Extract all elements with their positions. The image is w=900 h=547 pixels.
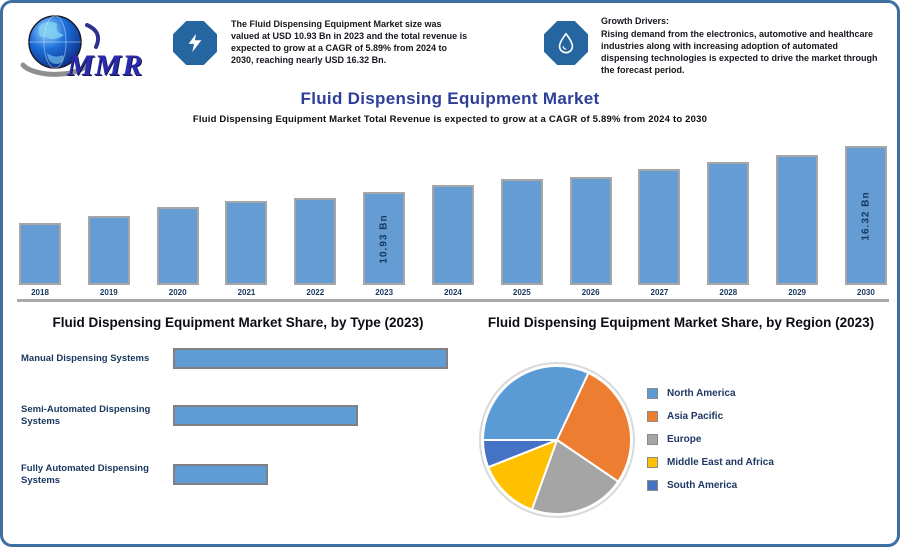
oil-drop-icon-badge xyxy=(544,21,588,65)
bar-year-label: 2027 xyxy=(650,288,669,297)
legend-swatch xyxy=(647,480,658,491)
bar-column: 16.32 Bn 2030 xyxy=(844,146,887,297)
title-block: Fluid Dispensing Equipment Market Fluid … xyxy=(3,89,897,125)
growth-drivers-body: Rising demand from the electronics, auto… xyxy=(601,28,878,75)
hbar-label: Fully Automated Dispensing Systems xyxy=(21,462,149,486)
hbar xyxy=(173,348,448,369)
hbar-row: Semi-Automated Dispensing Systems xyxy=(17,404,459,428)
legend-item: North America xyxy=(647,382,774,405)
revenue-bar-2022 xyxy=(294,198,337,285)
bar-year-label: 2021 xyxy=(237,288,256,297)
right-section-title: Fluid Dispensing Equipment Market Share,… xyxy=(487,315,875,330)
bar-column: 2018 xyxy=(19,223,61,297)
bar-year-label: 2030 xyxy=(857,288,875,297)
bar-year-label: 2026 xyxy=(581,288,600,297)
lightning-icon xyxy=(188,33,202,53)
oil-drop-icon xyxy=(558,32,574,54)
mmr-logo-text: MMR xyxy=(67,49,144,82)
bar-year-label: 2029 xyxy=(788,288,806,297)
market-summary-text: The Fluid Dispensing Equipment Market si… xyxy=(231,19,468,65)
revenue-bar-2018 xyxy=(19,223,61,285)
bar-value-label: 10.93 Bn xyxy=(378,213,390,264)
region-section: Fluid Dispensing Equipment Market Share,… xyxy=(471,315,891,525)
mmr-logo: MMR xyxy=(17,9,147,87)
hbar-track xyxy=(173,348,459,369)
revenue-bar-2023: 10.93 Bn xyxy=(363,192,406,285)
type-section: Fluid Dispensing Equipment Market Share,… xyxy=(17,315,459,522)
bar-year-label: 2024 xyxy=(444,288,462,297)
x-axis-line xyxy=(17,299,889,302)
pie-legend: North America Asia Pacific Europe Middle Ea… xyxy=(647,382,774,497)
pie-wrap: North America Asia Pacific Europe Middle Ea… xyxy=(471,330,891,525)
legend-label: South America xyxy=(667,480,738,491)
bar-column: 2020 xyxy=(156,207,199,297)
left-section-title: Fluid Dispensing Equipment Market Share,… xyxy=(52,315,424,330)
revenue-bar-2025 xyxy=(500,179,543,285)
bar-year-label: 2018 xyxy=(31,288,49,297)
bar-year-label: 2028 xyxy=(719,288,738,297)
bar-year-label: 2022 xyxy=(306,288,325,297)
bar-column: 10.93 Bn 2023 xyxy=(363,192,406,297)
legend-item: Europe xyxy=(647,428,774,451)
bar-column: 2025 xyxy=(500,179,543,297)
pie-slice-asia-pacific xyxy=(555,371,633,483)
bar-column: 2026 xyxy=(569,177,612,297)
bar-column: 2029 xyxy=(776,155,819,297)
bar-column: 2021 xyxy=(225,201,268,297)
legend-item: South America xyxy=(647,474,774,497)
revenue-bar-2030: 16.32 Bn xyxy=(844,146,887,285)
hbar-label: Manual Dispensing Systems xyxy=(21,352,150,364)
bar-column: 2019 xyxy=(87,216,130,297)
pie-outline xyxy=(479,362,635,518)
page-subtitle: Fluid Dispensing Equipment Market Total … xyxy=(192,114,708,125)
bar-column: 2022 xyxy=(294,198,337,297)
pie-slice-europe xyxy=(530,438,620,515)
growth-drivers-text: Growth Drivers: Rising demand from the e… xyxy=(601,16,885,76)
bar-year-label: 2019 xyxy=(99,288,118,297)
legend-swatch xyxy=(647,434,658,445)
hbar xyxy=(173,464,268,486)
growth-drivers-heading: Growth Drivers: xyxy=(601,16,670,26)
hbar xyxy=(173,405,358,427)
region-pie-chart xyxy=(479,362,635,518)
revenue-bar-2029 xyxy=(776,155,819,285)
bar-year-label: 2025 xyxy=(512,288,531,297)
revenue-bar-2024 xyxy=(431,185,474,285)
legend-item: Asia Pacific xyxy=(647,405,774,428)
revenue-bar-2028 xyxy=(707,162,750,285)
pie-slice-north-america xyxy=(481,365,590,441)
hbar-label: Semi-Automated Dispensing Systems xyxy=(21,404,151,427)
revenue-bar-2026 xyxy=(569,177,612,285)
legend-label: Europe xyxy=(667,434,702,445)
revenue-bar-2027 xyxy=(638,169,681,285)
lightning-icon-badge xyxy=(173,21,217,65)
bar-value-label: 16.32 Bn xyxy=(860,190,872,241)
legend-label: Middle East and Africa xyxy=(667,457,774,468)
revenue-bar-2019 xyxy=(87,216,130,285)
page-title: Fluid Dispensing Equipment Market xyxy=(300,89,600,108)
legend-swatch xyxy=(647,411,658,422)
revenue-bar-2020 xyxy=(156,207,199,285)
revenue-bar-2021 xyxy=(225,201,268,285)
globe-icon xyxy=(20,15,101,77)
pie-slice-south-america xyxy=(481,439,558,469)
legend-label: North America xyxy=(667,388,736,399)
hbar-row: Manual Dispensing Systems xyxy=(17,348,459,369)
hbar-row: Fully Automated Dispensing Systems xyxy=(17,463,459,487)
bar-column: 2027 xyxy=(638,169,681,297)
bar-year-label: 2020 xyxy=(168,288,187,297)
hbar-track xyxy=(173,405,459,427)
bar-year-label: 2023 xyxy=(375,288,394,297)
bar-column: 2028 xyxy=(707,162,750,297)
revenue-bar-chart: 2018 2019 2020 2021 2022 10.93 Bn 2023 2024 2025… xyxy=(19,138,887,297)
legend-swatch xyxy=(647,388,658,399)
hbar-track xyxy=(173,464,459,486)
legend-swatch xyxy=(647,457,658,468)
legend-label: Asia Pacific xyxy=(667,411,724,422)
pie-slice-middle-east-and-africa xyxy=(486,438,559,511)
bar-column: 2024 xyxy=(431,185,474,297)
type-hbar-chart: Manual Dispensing Systems Semi-Automated … xyxy=(17,348,459,487)
legend-item: Middle East and Africa xyxy=(647,451,774,474)
